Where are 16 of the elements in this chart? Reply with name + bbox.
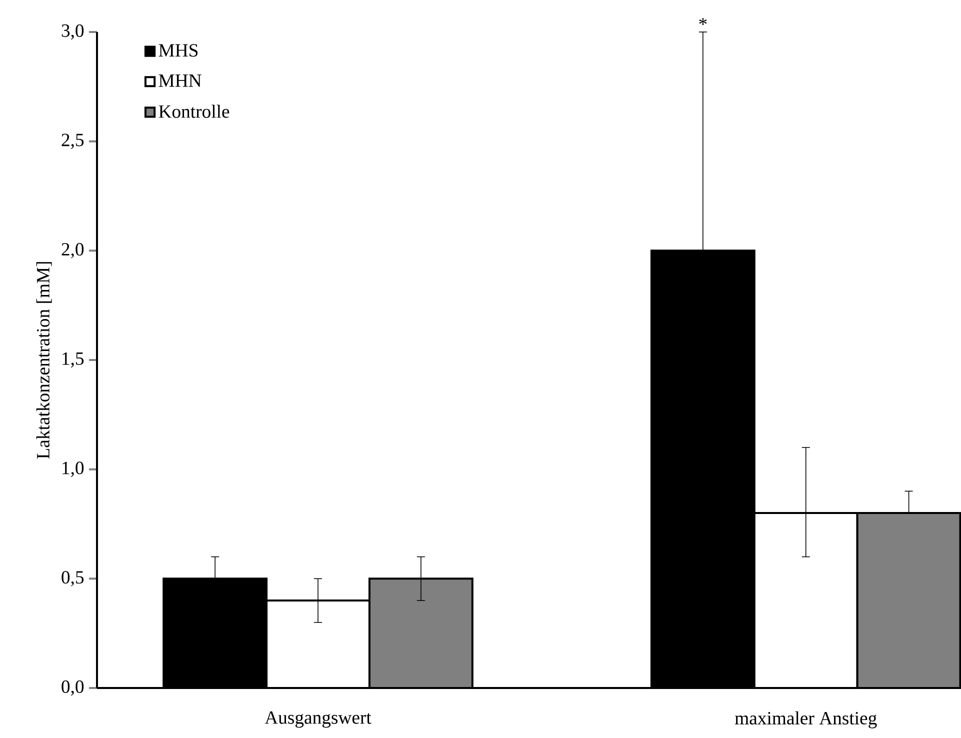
y-tick-label: 3,0 <box>62 24 84 40</box>
y-tick-label: 2,0 <box>62 243 84 258</box>
legend-label: MHN <box>158 74 202 87</box>
bar <box>369 578 472 688</box>
y-tick-label: 0,5 <box>62 571 84 586</box>
y-axis-title: Laktatkonzentration [mM] <box>36 262 52 459</box>
y-tick-label: 1,5 <box>62 352 84 368</box>
y-tick-label: 0,0 <box>62 680 84 696</box>
text: * <box>699 18 707 26</box>
y-tick-label: 1,0 <box>62 462 84 477</box>
legend-label: MHS <box>158 44 198 57</box>
y-tick-label: 2,5 <box>62 134 84 149</box>
x-tick-label: maximaler Anstieg <box>734 711 877 728</box>
bar <box>856 512 961 689</box>
legend-label: Kontrolle <box>158 104 230 118</box>
x-tick-label: Ausgangswert <box>264 711 372 728</box>
